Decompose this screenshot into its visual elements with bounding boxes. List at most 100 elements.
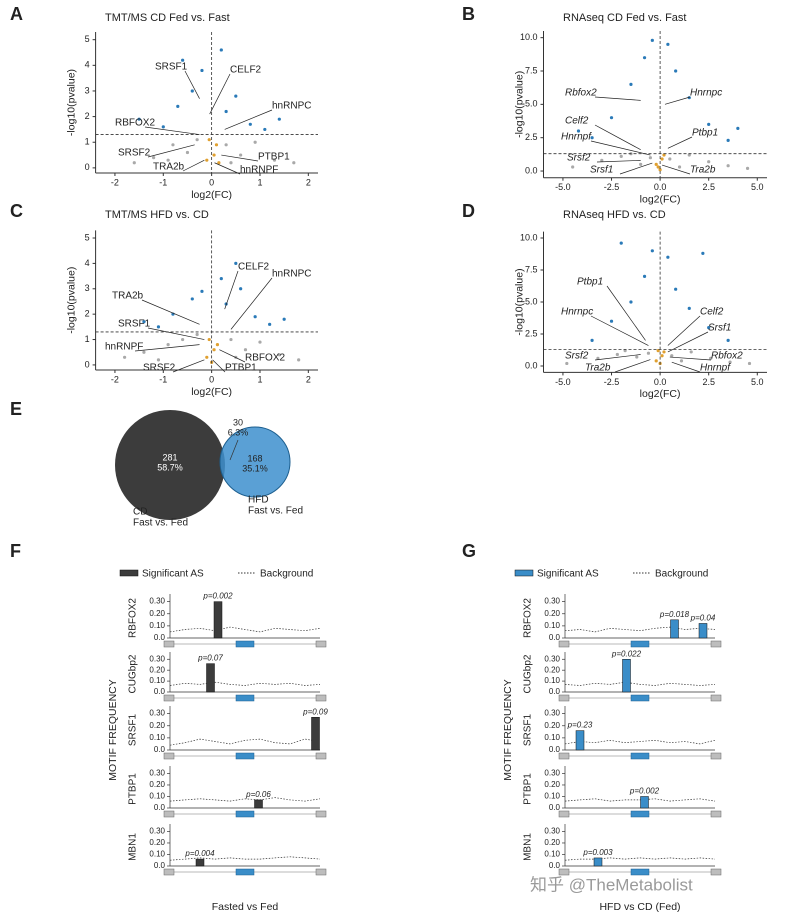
exon-box xyxy=(235,694,255,702)
y-tick-label: 10.0 xyxy=(520,32,538,42)
point xyxy=(212,153,216,157)
y-tick-label: 0.0 xyxy=(154,803,166,812)
leader-line xyxy=(594,354,641,361)
point xyxy=(619,154,623,158)
bar xyxy=(575,730,585,751)
gene-label: SRSF1 xyxy=(118,319,151,330)
y-tick-label: 3 xyxy=(85,85,90,95)
y-tick-label: 0.10 xyxy=(544,850,560,859)
point xyxy=(190,297,194,301)
chart-title: TMT/MS CD Fed vs. Fast xyxy=(105,12,230,24)
leader-line xyxy=(667,136,693,149)
point xyxy=(292,161,296,165)
y-tick-label: 0.20 xyxy=(149,838,165,847)
point xyxy=(277,353,281,357)
exon-box xyxy=(163,752,175,760)
point xyxy=(152,156,156,160)
y-tick-label: 0.20 xyxy=(149,609,165,618)
point xyxy=(219,48,223,52)
y-tick-label: 0.20 xyxy=(544,609,560,618)
y-tick-label: 0.0 xyxy=(549,861,561,870)
background-line xyxy=(169,681,321,686)
exon-box xyxy=(558,640,570,648)
point xyxy=(142,320,146,324)
point xyxy=(190,89,194,93)
leader-line xyxy=(590,315,649,346)
leader-line xyxy=(214,162,241,175)
point xyxy=(268,322,272,326)
motif-name: MBN1 xyxy=(128,833,139,861)
exon-box xyxy=(630,752,650,760)
y-tick-label: 0.30 xyxy=(544,827,560,836)
exon-box xyxy=(315,694,327,702)
point xyxy=(282,317,286,321)
exon-box xyxy=(235,752,255,760)
y-axis-label: -log10(pvalue) xyxy=(65,69,77,136)
gene-label: Srsf1 xyxy=(590,165,613,176)
y-tick-label: 0.10 xyxy=(544,733,560,742)
count-label: 281 xyxy=(162,452,177,462)
exon-box xyxy=(558,752,570,760)
count-label: 30 xyxy=(233,417,243,427)
gene-label: Srsf2 xyxy=(565,351,589,362)
point xyxy=(156,358,161,362)
point xyxy=(728,360,732,364)
set-circle xyxy=(219,426,291,498)
y-tick-label: 0.10 xyxy=(149,850,165,859)
leader-line xyxy=(667,315,701,346)
legend-label: Significant AS xyxy=(537,569,599,580)
point xyxy=(142,350,146,354)
legend-swatch xyxy=(514,569,534,577)
point xyxy=(726,138,730,142)
point xyxy=(156,325,161,329)
gene-label: hnRNPF xyxy=(105,342,143,353)
y-tick-label: 5 xyxy=(85,34,90,44)
leader-line xyxy=(614,359,651,373)
leader-line xyxy=(212,359,226,373)
exon-box xyxy=(630,640,650,648)
point xyxy=(674,287,678,291)
y-tick-label: 10.0 xyxy=(520,232,538,242)
exon-box xyxy=(235,810,255,818)
exon-box xyxy=(710,694,722,702)
point xyxy=(736,126,740,130)
y-tick-label: 0.0 xyxy=(525,165,538,175)
chart-title: RNAseq HFD vs. CD xyxy=(563,209,666,221)
y-tick-label: 2 xyxy=(85,309,90,319)
y-tick-label: 0.0 xyxy=(549,745,561,754)
point xyxy=(707,160,711,164)
legend-label: Background xyxy=(260,569,313,580)
p-value-label: p=0.04 xyxy=(690,614,716,623)
bar xyxy=(593,857,603,867)
point xyxy=(658,168,662,172)
gene-label: RBFOX2 xyxy=(115,118,155,129)
bar xyxy=(311,717,320,751)
point xyxy=(609,319,614,323)
point xyxy=(689,350,693,354)
x-tick-label: -5.0 xyxy=(555,377,571,387)
point xyxy=(650,38,654,42)
exon-box xyxy=(315,640,327,648)
point xyxy=(726,338,730,342)
gene-label: Srsf1 xyxy=(708,323,731,334)
point xyxy=(207,337,211,342)
point xyxy=(161,125,165,129)
motif-name: CUGbp2 xyxy=(523,654,534,693)
point xyxy=(137,117,141,121)
leader-line xyxy=(221,154,259,162)
y-axis-label: -log10(pvalue) xyxy=(513,71,525,138)
leader-line xyxy=(224,270,239,310)
p-value-label: p=0.003 xyxy=(582,848,613,857)
exon-box xyxy=(315,810,327,818)
leader-line xyxy=(671,361,701,373)
motif-name: CUGbp2 xyxy=(128,654,139,693)
y-tick-label: 0.20 xyxy=(544,838,560,847)
y-tick-label: 5.0 xyxy=(525,99,538,109)
y-tick-label: 0 xyxy=(85,359,90,369)
leader-line xyxy=(230,277,273,330)
percent-label: 6.3% xyxy=(228,427,249,437)
leader-line xyxy=(147,144,195,158)
gene-label: SRSF2 xyxy=(143,363,176,374)
y-tick-label: 2 xyxy=(85,111,90,121)
